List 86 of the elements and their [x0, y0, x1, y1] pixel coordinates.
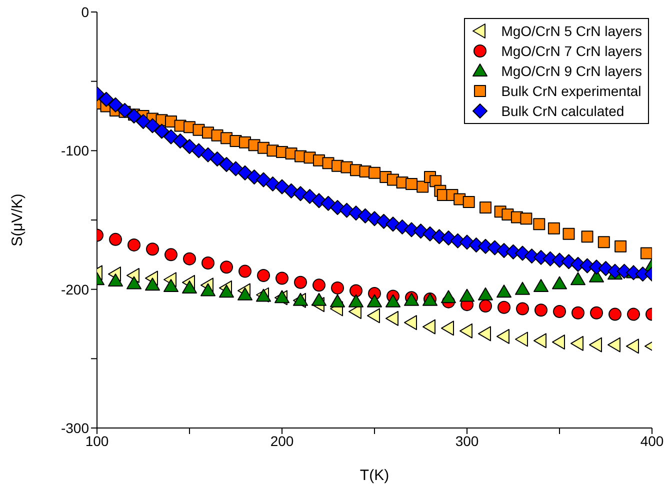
- legend-label: MgO/CrN 7 CrN layers: [501, 42, 642, 61]
- x-axis-title: T(K): [360, 467, 390, 484]
- point: [496, 284, 512, 298]
- point: [627, 308, 640, 321]
- point: [515, 332, 528, 347]
- point: [570, 272, 586, 286]
- point: [516, 302, 529, 316]
- legend-label: Bulk CrN experimental: [501, 82, 642, 101]
- x-tick-label: 200: [270, 432, 294, 449]
- point: [480, 202, 492, 214]
- point: [460, 323, 472, 338]
- point: [533, 218, 546, 230]
- point: [572, 306, 584, 320]
- point: [552, 276, 567, 290]
- point: [460, 288, 474, 302]
- point: [386, 310, 398, 326]
- point: [348, 294, 364, 308]
- point: [220, 260, 233, 274]
- point: [126, 276, 142, 290]
- point: [534, 279, 548, 292]
- point: [548, 222, 560, 234]
- point: [430, 175, 442, 188]
- point: [552, 334, 565, 350]
- point: [478, 326, 491, 342]
- point: [202, 256, 214, 270]
- point: [462, 196, 475, 208]
- point: [164, 248, 178, 262]
- point: [183, 252, 196, 266]
- point: [330, 294, 345, 308]
- point: [238, 287, 252, 300]
- point: [581, 230, 594, 243]
- point: [570, 336, 584, 351]
- point: [350, 284, 362, 298]
- point: [257, 268, 270, 282]
- y-tick-label: 0: [81, 4, 90, 20]
- x-tick-label: 400: [640, 432, 664, 449]
- y-tick-label: -200: [60, 281, 90, 298]
- point: [128, 238, 140, 252]
- point: [626, 338, 639, 354]
- point: [498, 300, 510, 314]
- point: [367, 308, 380, 324]
- point: [368, 166, 380, 179]
- point: [562, 228, 575, 240]
- point: [598, 236, 610, 248]
- legend-label: Bulk CrN calculated: [501, 102, 624, 121]
- point: [416, 180, 429, 193]
- x-tick-label: 300: [455, 432, 479, 449]
- point: [406, 178, 418, 190]
- point: [146, 242, 159, 256]
- point: [276, 272, 288, 285]
- point: [312, 292, 326, 306]
- point: [441, 290, 456, 304]
- point: [404, 315, 417, 330]
- point: [200, 283, 216, 296]
- point: [520, 212, 532, 225]
- point: [331, 281, 344, 294]
- point: [608, 337, 620, 352]
- point: [367, 294, 382, 308]
- point: [164, 279, 178, 292]
- point: [534, 333, 546, 348]
- point: [479, 299, 492, 312]
- point: [515, 282, 530, 295]
- point: [590, 306, 603, 320]
- point: [589, 337, 602, 352]
- point: [478, 287, 493, 300]
- point: [496, 328, 510, 344]
- point: [145, 278, 160, 291]
- point: [294, 276, 307, 289]
- y-axis-title: S(μV/K): [9, 194, 26, 246]
- point: [534, 304, 548, 317]
- point: [614, 240, 627, 252]
- point: [640, 247, 652, 260]
- legend-label: MgO/CrN 5 CrN layers: [501, 22, 642, 41]
- point: [422, 319, 436, 334]
- point: [182, 280, 197, 294]
- point: [312, 278, 326, 292]
- point: [238, 264, 252, 278]
- point: [219, 284, 234, 298]
- legend-label: MgO/CrN 9 CrN layers: [501, 62, 642, 81]
- point: [441, 320, 454, 336]
- point: [553, 305, 566, 318]
- point: [386, 294, 400, 308]
- point: [109, 232, 122, 246]
- y-tick-label: -100: [60, 142, 90, 159]
- point: [108, 274, 123, 287]
- point: [608, 308, 622, 321]
